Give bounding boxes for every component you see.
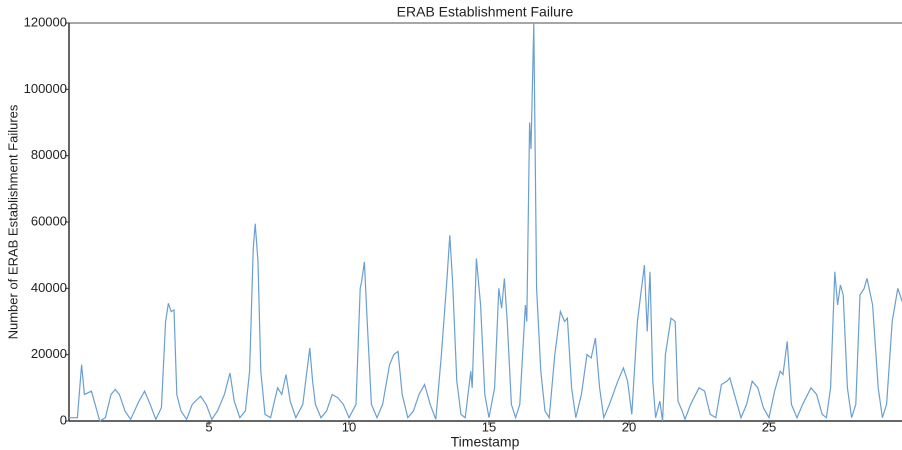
y-tick-label: 120000 xyxy=(24,14,67,29)
y-tick-label: 100000 xyxy=(24,81,67,96)
y-tick-label: 60000 xyxy=(31,213,67,228)
y-tick-label: 40000 xyxy=(31,280,67,295)
x-axis-label: Timestamp xyxy=(451,434,520,450)
chart-title: ERAB Establishment Failure xyxy=(397,4,574,20)
data-line xyxy=(69,22,902,422)
x-tick-label: 20 xyxy=(622,419,636,434)
y-tick-label: 80000 xyxy=(31,147,67,162)
x-tick-label: 15 xyxy=(482,419,496,434)
y-tick-label: 20000 xyxy=(31,346,67,361)
y-axis-label: Number of ERAB Establishment Failures xyxy=(5,104,20,339)
x-tick-label: 25 xyxy=(762,419,776,434)
y-tick-label: 0 xyxy=(60,412,67,427)
x-tick-label: 10 xyxy=(342,419,356,434)
x-tick-label: 5 xyxy=(205,419,212,434)
